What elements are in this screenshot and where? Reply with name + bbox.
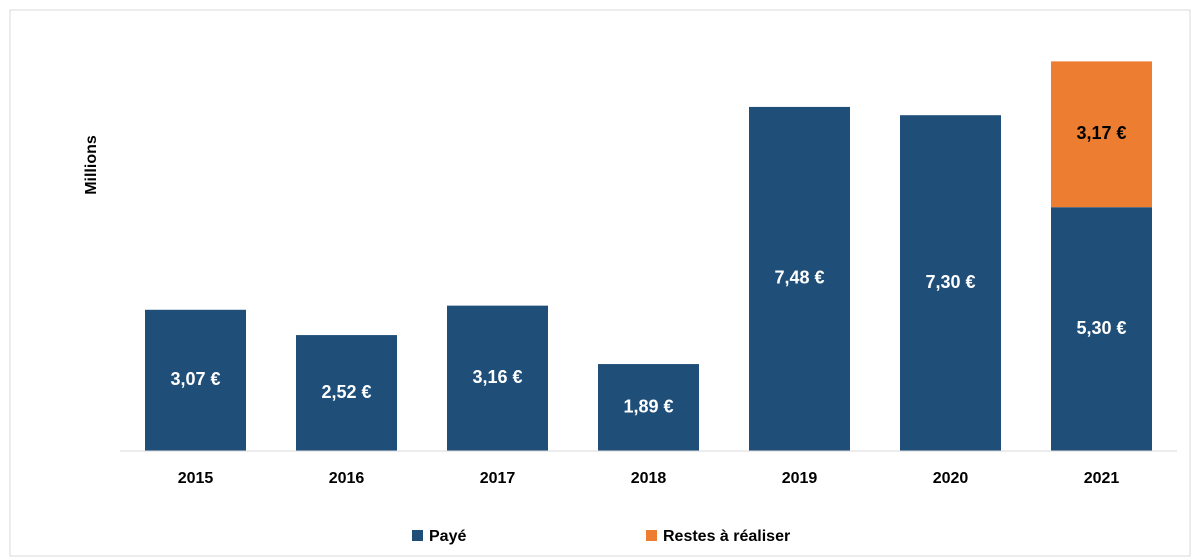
legend-swatch: [646, 530, 657, 541]
bar-segment: [296, 335, 397, 451]
bar-segment: [598, 364, 699, 451]
data-label: 3,16 €: [472, 367, 522, 387]
bar-segment: [1051, 61, 1152, 208]
bar-segment: [447, 305, 548, 451]
bar-segment: [145, 309, 246, 451]
data-label: 7,48 €: [774, 268, 824, 288]
legend-label: Restes à réaliser: [663, 528, 790, 545]
x-tick-label: 2020: [933, 470, 969, 487]
data-label: 3,17 €: [1076, 123, 1126, 143]
x-tick-label: 2018: [631, 470, 667, 487]
bar-segment: [749, 106, 850, 452]
x-tick-label: 2016: [329, 470, 365, 487]
legend-label: Payé: [429, 528, 466, 545]
legend-swatch: [412, 530, 423, 541]
data-label: 2,52 €: [321, 382, 371, 402]
bar-segment: [900, 115, 1001, 451]
chart-border: [9, 9, 1191, 557]
x-tick-label: 2019: [782, 470, 818, 487]
data-label: 5,30 €: [1076, 318, 1126, 338]
y-axis-label: Millions: [83, 135, 100, 195]
x-tick-label: 2021: [1084, 470, 1120, 487]
data-label: 3,07 €: [170, 369, 220, 389]
x-tick-label: 2017: [480, 470, 516, 487]
x-tick-label: 2015: [178, 470, 214, 487]
data-label: 7,30 €: [925, 272, 975, 292]
data-label: 1,89 €: [623, 396, 673, 416]
bar-segment: [1051, 207, 1152, 451]
